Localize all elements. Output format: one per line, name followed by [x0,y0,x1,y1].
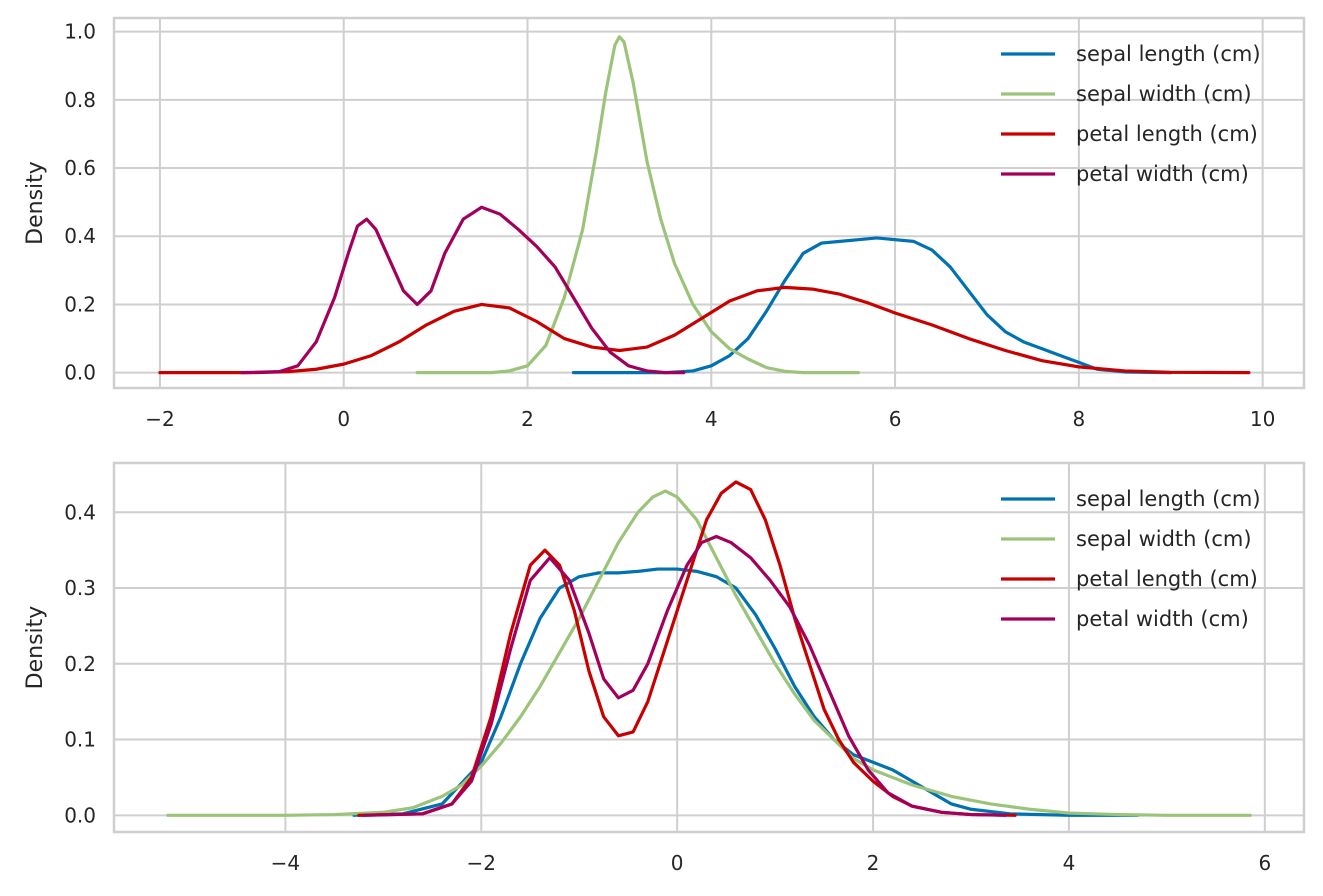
y-tick-label: 1.0 [64,20,96,44]
legend-label: petal width (cm) [1076,607,1249,631]
legend-label: sepal width (cm) [1076,527,1252,551]
x-tick-label: −2 [467,851,496,875]
legend: sepal length (cm) sepal width (cm) petal l… [1001,42,1261,186]
series-line-2 [415,35,860,375]
legend-label: sepal length (cm) [1076,42,1261,66]
x-tick-label: 8 [1072,407,1085,431]
legend-label: petal width (cm) [1076,162,1249,186]
x-tick-label: 0 [671,851,684,875]
top-density-chart: −2 0 2 4 6 8 10 0.0 0.2 0.4 0.6 0.8 1.0 Density sepal … [23,16,1306,431]
legend-label: sepal length (cm) [1076,487,1261,511]
y-tick-label: 0.6 [64,156,96,180]
y-tick-label: 0.2 [64,292,96,316]
series-line-3 [158,285,1251,375]
series-line-2 [166,489,1252,817]
plot-frame [112,461,1306,834]
plot-frame [112,16,1306,390]
x-tick-label: 6 [1258,851,1271,875]
x-tick-label: 2 [521,407,534,431]
series-line-3 [357,480,1017,817]
x-tick-label: −2 [145,407,174,431]
grid [114,18,1304,388]
y-tick-label: 0.4 [64,224,96,248]
y-tick-label: 0.0 [64,803,96,827]
y-axis-label: Density [23,606,48,690]
x-tick-label: 10 [1250,407,1275,431]
y-axis-label: Density [23,161,48,245]
x-tick-label: −4 [271,851,300,875]
x-tick-label: 6 [889,407,902,431]
series-lines [166,480,1252,817]
y-tick-label: 0.0 [64,361,96,385]
y-tick-label: 0.1 [64,728,96,752]
legend-label: petal length (cm) [1076,122,1258,146]
x-tick-label: 4 [1063,851,1076,875]
y-tick-label: 0.3 [64,576,96,600]
y-tick-label: 0.2 [64,652,96,676]
legend: sepal length (cm) sepal width (cm) petal l… [1001,487,1261,631]
series-line-4 [241,205,686,375]
y-tick-label: 0.4 [64,500,96,524]
bottom-density-chart: −4 −2 0 2 4 6 0.0 0.1 0.2 0.3 0.4 Density sepal leng… [23,461,1306,875]
legend-label: sepal width (cm) [1076,82,1252,106]
legend-label: petal length (cm) [1076,567,1258,591]
x-tick-label: 0 [337,407,350,431]
series-lines [158,35,1251,375]
series-line-4 [362,534,1007,817]
x-tick-label: 2 [867,851,880,875]
x-tick-label: 4 [705,407,718,431]
series-line-1 [571,236,1173,375]
y-tick-label: 0.8 [64,88,96,112]
